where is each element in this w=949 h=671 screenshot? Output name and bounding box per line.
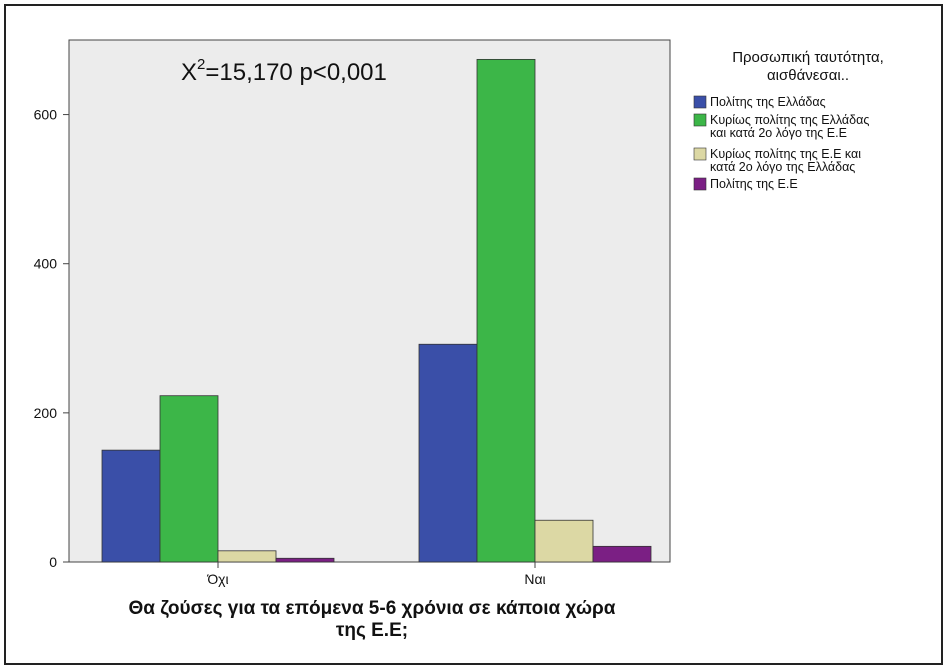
legend-swatch [693, 147, 707, 161]
legend-label: Πολίτης της Ε.Ε [710, 177, 798, 191]
legend-label: και κατά 2ο λόγο της Ε.Ε [710, 126, 847, 140]
annotation-base: X [181, 59, 197, 86]
annotation-superscript: 2 [197, 56, 205, 73]
bar-chart: 0 200 400 600 Όχι Ναι X2=15,170 p<0,001 Θα ζ… [34, 39, 884, 641]
figure-frame: 0 200 400 600 Όχι Ναι X2=15,170 p<0,001 Θα ζ… [4, 4, 943, 665]
x-tick-label: Όχι [206, 571, 228, 587]
legend-label: κατά 2ο λόγο της Ελλάδας [710, 160, 855, 174]
x-axis-title-line: Θα ζούσες για τα επόμενα 5-6 χρόνια σε κ… [129, 598, 616, 619]
bar [592, 545, 652, 563]
y-axis: 0 200 400 600 [34, 107, 69, 570]
bar [534, 519, 594, 563]
bars [101, 58, 652, 563]
legend-swatch [693, 95, 707, 109]
bar [476, 58, 536, 563]
bar [418, 343, 478, 563]
annotation-text: =15,170 p<0,001 [205, 59, 387, 86]
bar [275, 557, 335, 563]
legend-swatch [693, 113, 707, 127]
legend-label: Κυρίως πολίτης της Ελλάδας [710, 113, 869, 127]
x-axis-title-line: της Ε.Ε; [336, 620, 408, 641]
legend-swatch [693, 177, 707, 191]
chi-square-annotation: X2=15,170 p<0,001 [181, 56, 387, 86]
bar [217, 550, 277, 563]
bar [159, 395, 219, 563]
y-tick-label: 200 [34, 405, 58, 421]
legend-label: Κυρίως πολίτης της Ε.Ε και [710, 147, 861, 161]
x-tick-label: Ναι [524, 571, 545, 587]
legend-title-line: Προσωπική ταυτότητα, [732, 49, 884, 66]
legend-title-line: αισθάνεσαι.. [767, 67, 849, 84]
x-axis-title: Θα ζούσες για τα επόμενα 5-6 χρόνια σε κ… [129, 598, 616, 641]
y-tick-label: 600 [34, 107, 58, 123]
x-axis: Όχι Ναι [206, 562, 546, 587]
bar [101, 449, 161, 563]
legend: Προσωπική ταυτότητα,αισθάνεσαι.. Πολίτης … [693, 49, 884, 191]
y-tick-label: 400 [34, 256, 58, 272]
legend-label: Πολίτης της Ελλάδας [710, 95, 826, 109]
y-tick-label: 0 [49, 554, 57, 570]
